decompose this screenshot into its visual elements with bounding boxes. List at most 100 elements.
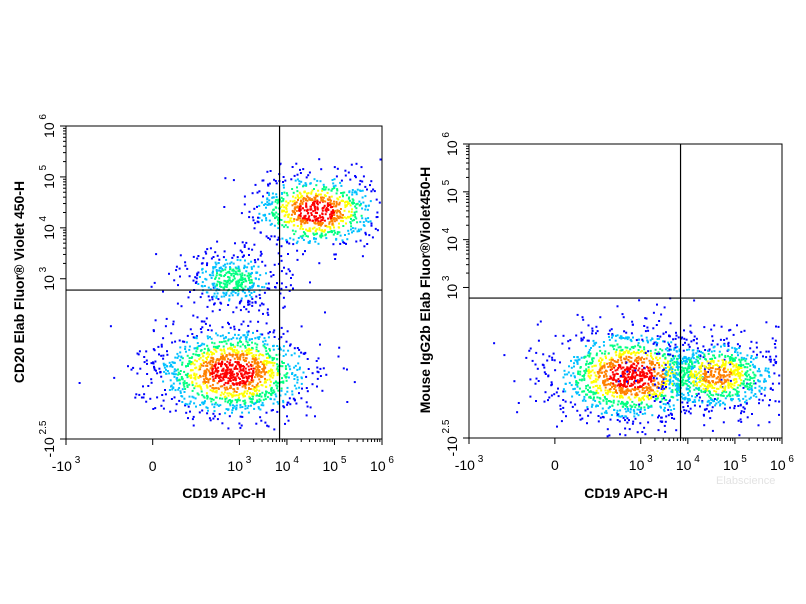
density-dot xyxy=(307,368,310,370)
density-dot xyxy=(224,336,227,339)
density-dot xyxy=(266,343,269,346)
density-dot xyxy=(736,367,739,370)
density-dot xyxy=(217,366,220,369)
density-dot xyxy=(221,361,224,364)
density-dot xyxy=(659,392,662,395)
density-dot xyxy=(179,346,182,349)
density-dot xyxy=(624,419,626,422)
density-dot xyxy=(224,398,227,401)
density-dot xyxy=(264,393,267,396)
density-dot xyxy=(243,267,246,270)
density-dot xyxy=(591,362,594,364)
density-dot xyxy=(593,364,596,367)
density-dot xyxy=(350,214,353,217)
density-dot xyxy=(652,384,655,387)
density-dot xyxy=(241,251,244,254)
density-dot xyxy=(321,216,324,218)
density-dot xyxy=(266,311,269,314)
density-dot xyxy=(629,368,632,371)
density-dot xyxy=(267,425,270,428)
density-dot xyxy=(179,275,181,278)
density-dot xyxy=(583,398,586,401)
density-dot xyxy=(333,253,336,256)
density-dot xyxy=(215,359,218,362)
density-dot xyxy=(658,352,661,355)
density-dot xyxy=(189,291,191,293)
density-dot xyxy=(611,358,614,361)
left-y-axis-title: CD20 Elab Fluor® Violet 450-H xyxy=(11,181,27,383)
density-dot xyxy=(620,335,623,338)
density-dot xyxy=(263,214,266,217)
density-dot xyxy=(615,380,618,383)
density-dot xyxy=(238,328,241,331)
density-dot xyxy=(618,356,621,359)
density-dot xyxy=(229,370,232,373)
density-dot xyxy=(180,376,183,378)
density-dot xyxy=(318,227,321,230)
density-dot xyxy=(294,374,297,376)
density-dot xyxy=(717,365,720,367)
density-dot xyxy=(228,392,231,395)
density-dot xyxy=(584,409,587,412)
density-dot xyxy=(252,283,255,286)
density-dot xyxy=(282,381,285,384)
density-dot xyxy=(248,303,251,306)
density-dot xyxy=(345,194,348,197)
density-dot xyxy=(204,400,206,403)
density-dot xyxy=(711,339,714,342)
density-dot xyxy=(277,402,280,405)
density-dot xyxy=(313,196,316,199)
density-dot xyxy=(364,185,367,188)
density-dot xyxy=(738,376,741,379)
density-dot xyxy=(324,311,326,314)
density-dot xyxy=(184,345,187,348)
density-dot xyxy=(583,356,586,359)
density-dot xyxy=(302,200,305,203)
density-dot xyxy=(202,364,205,367)
density-dot xyxy=(641,349,644,352)
density-dot xyxy=(665,386,667,388)
density-dot xyxy=(211,353,213,356)
density-dot xyxy=(156,372,159,375)
density-dot xyxy=(235,406,238,409)
density-dot xyxy=(603,365,606,368)
density-dot xyxy=(591,327,594,330)
density-dot xyxy=(356,221,359,224)
density-dot xyxy=(195,277,198,280)
density-dot xyxy=(656,303,658,306)
density-dot xyxy=(228,379,231,382)
density-dot xyxy=(315,360,318,362)
density-dot xyxy=(251,304,254,307)
density-dot xyxy=(291,273,294,276)
density-dot xyxy=(203,371,206,374)
density-dot xyxy=(340,192,343,194)
density-dot xyxy=(662,378,665,381)
density-dot xyxy=(239,381,242,383)
density-dot xyxy=(226,360,229,363)
density-dot xyxy=(225,281,228,284)
density-dot xyxy=(758,402,760,405)
density-dot xyxy=(543,371,546,374)
density-dot xyxy=(186,386,189,388)
density-dot xyxy=(236,367,239,370)
density-dot xyxy=(238,302,241,305)
density-dot xyxy=(265,272,267,275)
density-dot xyxy=(238,337,241,340)
density-dot xyxy=(636,393,639,396)
density-dot xyxy=(656,390,659,393)
density-dot xyxy=(265,217,268,220)
density-dot xyxy=(213,282,216,285)
density-dot xyxy=(216,371,219,374)
density-dot xyxy=(250,381,253,384)
density-dot xyxy=(662,366,665,369)
density-dot xyxy=(259,360,262,363)
density-dot xyxy=(750,361,753,363)
density-dot xyxy=(697,350,700,353)
density-dot xyxy=(614,384,617,387)
density-dot xyxy=(252,282,255,285)
density-dot xyxy=(559,404,562,407)
density-dot xyxy=(194,347,197,350)
density-dot xyxy=(742,358,745,361)
density-dot xyxy=(277,236,280,239)
density-dot xyxy=(200,349,203,352)
